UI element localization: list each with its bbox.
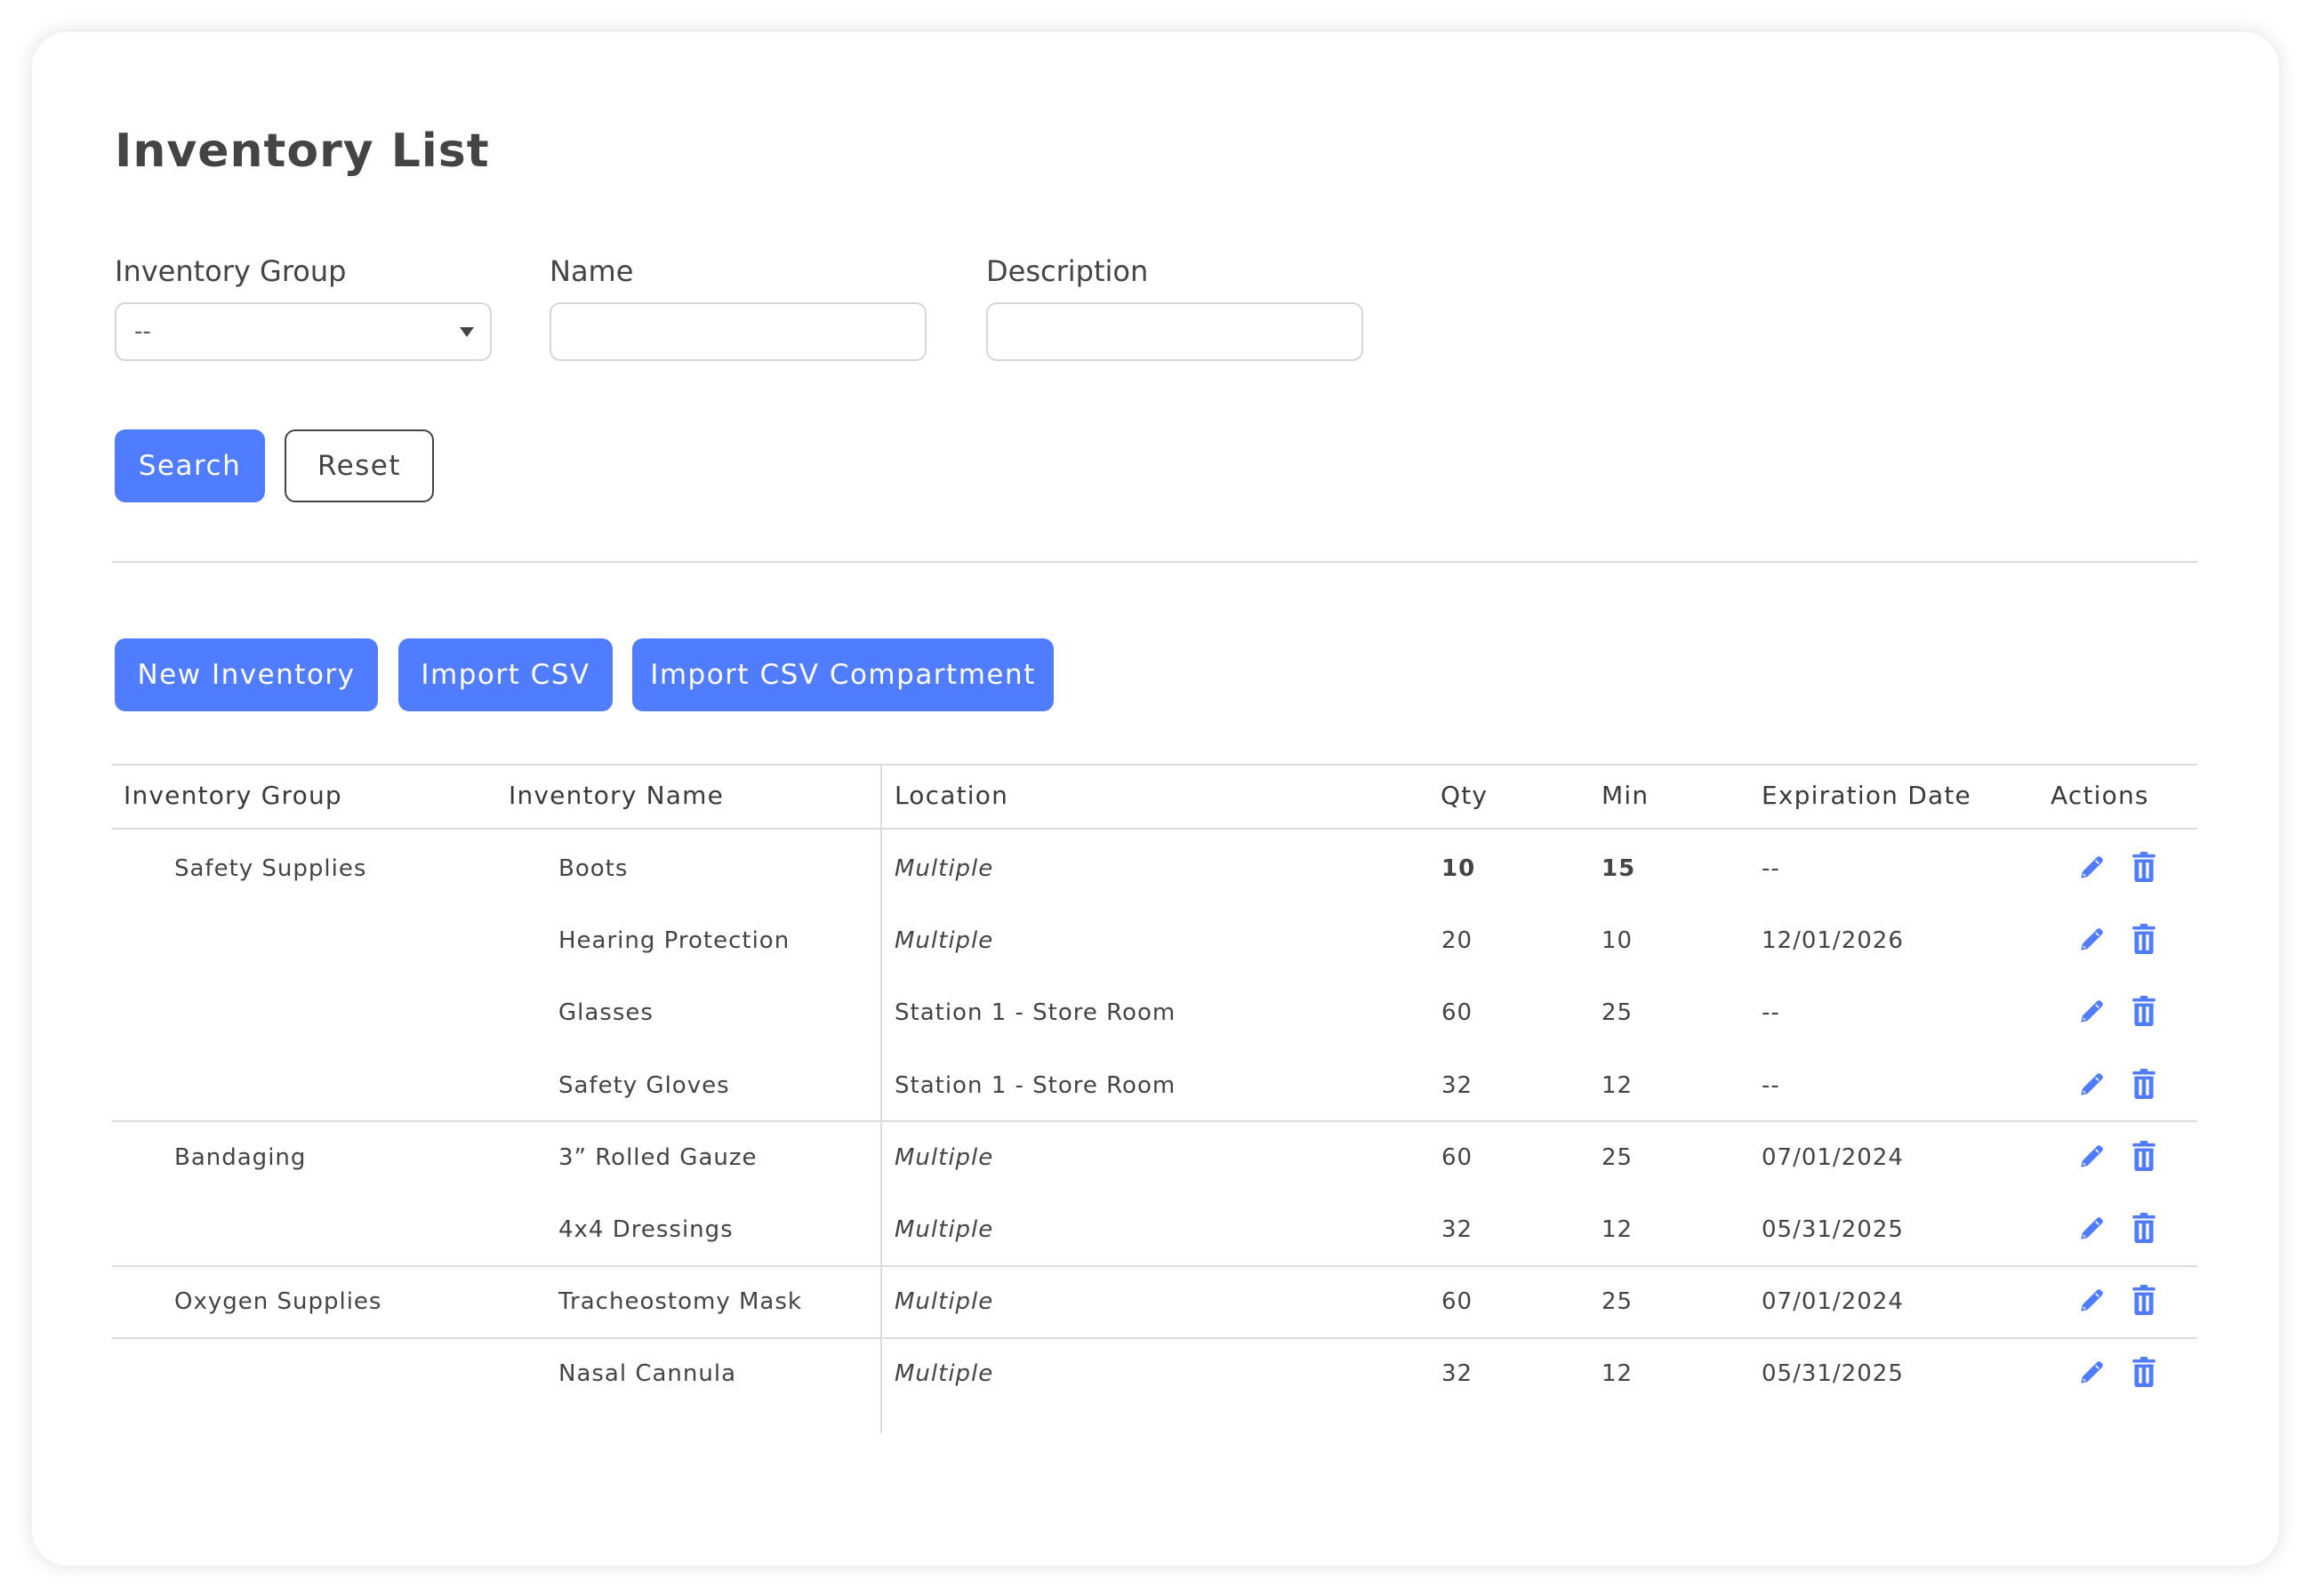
pencil-icon[interactable] (2077, 1285, 2107, 1319)
qty-cell: 32 (1441, 1216, 1473, 1243)
group-cell: Safety Supplies (174, 855, 367, 882)
expiration-cell: 05/31/2025 (1762, 1216, 1904, 1243)
name-cell: Boots (558, 855, 629, 882)
group-cell: Oxygen Supplies (174, 1288, 382, 1316)
min-cell: 10 (1602, 927, 1634, 955)
trash-icon[interactable] (2131, 1140, 2157, 1175)
min-cell: 12 (1602, 1216, 1634, 1243)
name-label: Name (550, 254, 634, 288)
name-cell: Hearing Protection (558, 927, 791, 955)
min-cell: 25 (1602, 999, 1634, 1027)
header-bottom-border (112, 828, 2197, 830)
import-csv-compartment-button[interactable]: Import CSV Compartment (632, 638, 1054, 711)
min-cell: 25 (1602, 1143, 1634, 1171)
qty-cell: 20 (1441, 927, 1473, 955)
header-min: Min (1602, 781, 1650, 810)
expiration-cell: -- (1762, 855, 1780, 882)
expiration-cell: 05/31/2025 (1762, 1360, 1904, 1388)
description-label: Description (986, 254, 1149, 288)
description-input[interactable] (986, 302, 1363, 361)
header-inventory-name: Inventory Name (509, 781, 725, 810)
min-cell: 12 (1602, 1360, 1634, 1388)
inventory-card (32, 32, 2279, 1566)
min-cell: 12 (1602, 1071, 1634, 1099)
column-divider (880, 765, 882, 1433)
name-cell: Glasses (558, 999, 654, 1027)
pencil-icon[interactable] (2077, 1213, 2107, 1247)
inventory-group-select[interactable]: -- (115, 302, 492, 361)
table-top-border (112, 764, 2197, 766)
header-qty: Qty (1441, 781, 1489, 810)
expiration-cell: -- (1762, 999, 1780, 1027)
pencil-icon[interactable] (2077, 1141, 2107, 1175)
inventory-group-value: -- (134, 318, 151, 345)
name-cell: Nasal Cannula (558, 1360, 737, 1388)
qty-cell: 32 (1441, 1071, 1473, 1099)
pencil-icon[interactable] (2077, 852, 2107, 886)
qty-cell: 60 (1441, 1288, 1473, 1316)
caret-down-icon (460, 327, 474, 337)
name-cell: 3” Rolled Gauze (558, 1143, 758, 1171)
qty-cell: 32 (1441, 1360, 1473, 1388)
name-cell: Tracheostomy Mask (558, 1288, 802, 1316)
import-csv-button[interactable]: Import CSV (398, 638, 613, 711)
inventory-group-label: Inventory Group (115, 254, 347, 288)
qty-cell: 60 (1441, 999, 1473, 1027)
group-separator (112, 1337, 2197, 1339)
page-title: Inventory List (115, 124, 490, 178)
qty-cell: 10 (1441, 855, 1476, 882)
name-cell: 4x4 Dressings (558, 1216, 734, 1243)
name-input[interactable] (550, 302, 927, 361)
expiration-cell: 12/01/2026 (1762, 927, 1904, 955)
min-cell: 15 (1602, 855, 1636, 882)
trash-icon[interactable] (2131, 1357, 2157, 1391)
location-cell: Multiple (895, 1360, 994, 1388)
location-cell: Multiple (895, 1143, 994, 1171)
trash-icon[interactable] (2131, 1213, 2157, 1247)
header-expiration-date: Expiration Date (1762, 781, 1971, 810)
location-cell: Multiple (895, 1288, 994, 1316)
location-cell: Station 1 - Store Room (895, 999, 1176, 1027)
trash-icon[interactable] (2131, 1285, 2157, 1319)
trash-icon[interactable] (2131, 996, 2157, 1030)
pencil-icon[interactable] (2077, 1069, 2107, 1103)
expiration-cell: 07/01/2024 (1762, 1288, 1904, 1316)
name-cell: Safety Gloves (558, 1071, 730, 1099)
new-inventory-button[interactable]: New Inventory (115, 638, 378, 711)
pencil-icon[interactable] (2077, 996, 2107, 1030)
location-cell: Multiple (895, 927, 994, 955)
location-cell: Station 1 - Store Room (895, 1071, 1176, 1099)
header-location: Location (895, 781, 1009, 810)
group-separator (112, 1265, 2197, 1267)
pencil-icon[interactable] (2077, 924, 2107, 958)
trash-icon[interactable] (2131, 1068, 2157, 1103)
header-actions: Actions (2051, 781, 2149, 810)
header-inventory-group: Inventory Group (124, 781, 342, 810)
qty-cell: 60 (1441, 1143, 1473, 1171)
group-cell: Bandaging (174, 1143, 307, 1171)
trash-icon[interactable] (2131, 852, 2157, 886)
min-cell: 25 (1602, 1288, 1634, 1316)
expiration-cell: -- (1762, 1071, 1780, 1099)
reset-button[interactable]: Reset (285, 429, 434, 502)
location-cell: Multiple (895, 855, 994, 882)
location-cell: Multiple (895, 1216, 994, 1243)
group-separator (112, 1120, 2197, 1122)
trash-icon[interactable] (2131, 924, 2157, 958)
expiration-cell: 07/01/2024 (1762, 1143, 1904, 1171)
divider (112, 561, 2197, 563)
pencil-icon[interactable] (2077, 1357, 2107, 1391)
search-button[interactable]: Search (115, 429, 265, 502)
